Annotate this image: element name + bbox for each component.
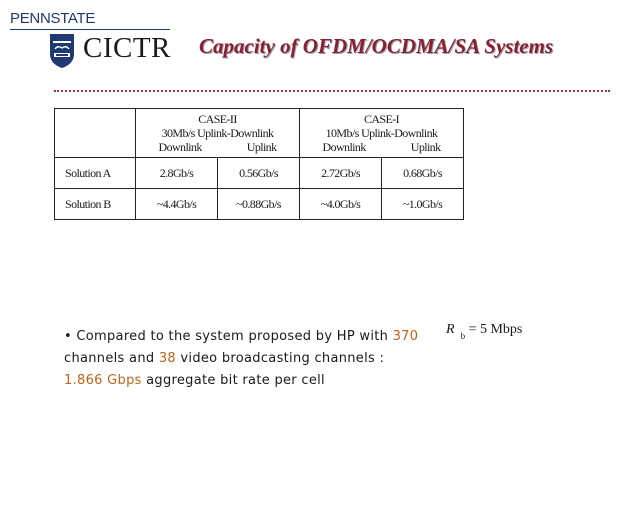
table-cell: ~4.4Gb/s: [135, 188, 218, 220]
table-cell: ~0.88Gb/s: [217, 188, 300, 220]
dotted-divider: [54, 90, 610, 92]
formula-symbol: R: [446, 322, 455, 337]
capacity-table: CASE-II 30Mb/s Uplink-Downlink Downlink …: [54, 108, 464, 220]
shield-icon: [50, 34, 74, 68]
table-header-row: CASE-II 30Mb/s Uplink-Downlink Downlink …: [54, 108, 464, 158]
center-name: CICTR: [83, 32, 171, 64]
table-row: Solution B ~4.4Gb/s ~0.88Gb/s ~4.0Gb/s ~…: [54, 188, 464, 220]
university-wordmark: PENNSTATE: [10, 10, 96, 27]
table-cell: 2.72Gb/s: [299, 157, 382, 189]
downlink-header: Downlink: [158, 140, 203, 154]
table-cell: 0.56Gb/s: [217, 157, 300, 189]
pennstate-cictr-logo: PENNSTATE CICTR: [10, 10, 175, 74]
row-label: Solution A: [54, 157, 136, 189]
table-cell: ~1.0Gb/s: [381, 188, 464, 220]
bullet-text-part: Compared to the system proposed by HP wi…: [76, 329, 393, 344]
formula-subscript: b: [460, 331, 466, 341]
bullet-text-part: channels and: [64, 351, 159, 366]
case-ii-header: CASE-II 30Mb/s Uplink-Downlink Downlink …: [135, 108, 300, 158]
table-cell: 0.68Gb/s: [381, 157, 464, 189]
table-corner-cell: [54, 108, 136, 158]
logo-divider: [10, 29, 170, 30]
formula-value: = 5 Mbps: [468, 322, 523, 337]
bullet-text: • Compared to the system proposed by HP …: [64, 326, 534, 392]
aggregate-bit-rate: 1.866 Gbps: [64, 373, 142, 388]
uplink-header: Uplink: [410, 140, 441, 154]
bullet-marker: •: [64, 329, 72, 344]
bullet-text-part: aggregate bit rate per cell: [141, 373, 325, 388]
case-rate: 10Mb/s Uplink-Downlink: [325, 126, 438, 140]
table-cell: ~4.0Gb/s: [299, 188, 382, 220]
bullet-text-part: video broadcasting channels :: [176, 351, 385, 366]
case-label: CASE-II: [198, 112, 237, 126]
table-cell: 2.8Gb/s: [135, 157, 218, 189]
slide-title: Capacity of OFDM/OCDMA/SA Systems: [199, 34, 554, 58]
table-row: Solution A 2.8Gb/s 0.56Gb/s 2.72Gb/s 0.6…: [54, 157, 464, 189]
video-channel-count: 38: [158, 351, 176, 366]
downlink-header: Downlink: [322, 140, 367, 154]
case-i-header: CASE-I 10Mb/s Uplink-Downlink Downlink U…: [299, 108, 464, 158]
uplink-header: Uplink: [246, 140, 277, 154]
case-label: CASE-I: [363, 112, 400, 126]
hp-channel-count: 370: [392, 329, 419, 344]
case-rate: 30Mb/s Uplink-Downlink: [161, 126, 274, 140]
row-label: Solution B: [54, 188, 136, 220]
